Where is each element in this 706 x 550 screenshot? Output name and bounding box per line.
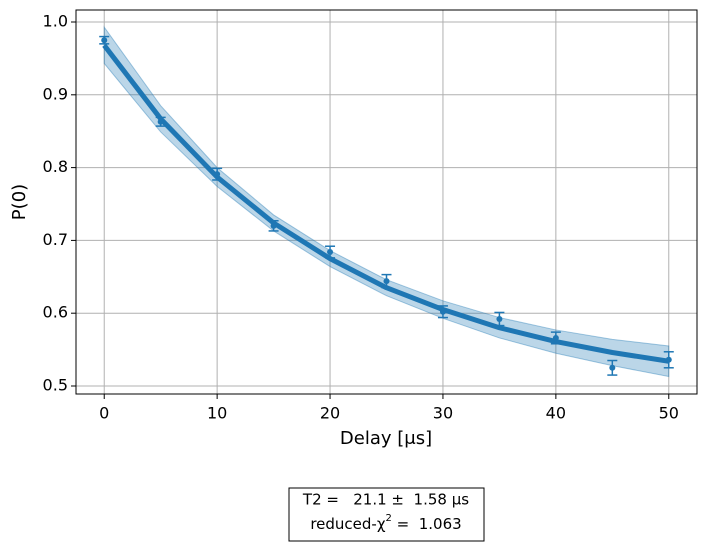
data-point [496,316,503,323]
plot-frame [75,9,698,395]
data-point [552,334,559,341]
data-point [665,356,672,363]
fit-curve [102,43,670,364]
x-tick-label: 0 [99,404,109,423]
y-tick-label: 0.8 [43,157,68,176]
fit-report-line: reduced-χ2 = 1.063 [310,513,461,533]
x-tick-label: 30 [433,404,453,423]
x-axis-label: Delay [μs] [340,428,432,449]
data-point [214,171,221,178]
data-point [101,37,108,44]
confidence-band [103,25,670,378]
x-tick-label: 40 [546,404,566,423]
fit-report-line: T2 = 21.1 ± 1.58 μs [302,491,469,509]
x-tick-label: 50 [659,404,679,423]
y-tick-label: 0.6 [43,303,68,322]
data-point [383,278,390,285]
fit-report-text: = 1.063 [392,515,462,533]
data-point [157,118,164,125]
y-tick-label: 1.0 [43,12,68,31]
fit-report-sup: 2 [385,513,391,524]
fit-report-text: reduced-χ [310,515,386,533]
x-tick-label: 20 [320,404,340,423]
x-tick-label: 10 [207,404,227,423]
y-tick-label: 0.5 [43,375,68,394]
y-tick-label: 0.9 [43,84,68,103]
data-point [327,249,334,256]
y-tick-label: 0.7 [43,230,68,249]
data-point [609,364,616,371]
data-point [439,308,446,315]
data-point [270,222,277,229]
fit-report-box [288,487,485,542]
y-axis-label: P(0) [9,184,30,220]
